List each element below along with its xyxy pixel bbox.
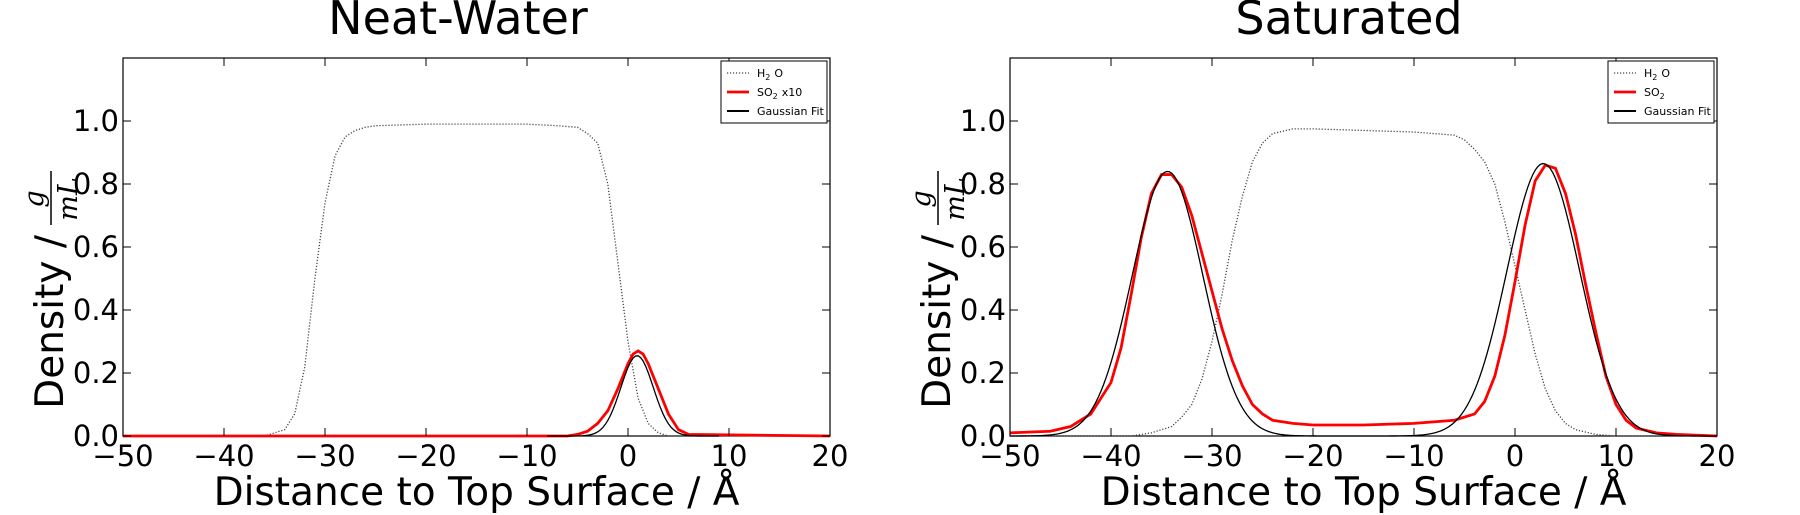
chart-panel-saturated: Saturated −50 −40 −30 −20 −10 0 10 20 0.0 0.2 0.4 0.… xyxy=(906,0,1735,515)
x-tick-label: −10 xyxy=(1383,439,1444,473)
y-axis-label: Density / xyxy=(915,234,960,409)
legend-label: SO2 xyxy=(1644,86,1665,101)
x-tick-label: 10 xyxy=(711,439,748,473)
y-tick-label: 0.2 xyxy=(960,356,1006,390)
legend-label-subscript: 2 xyxy=(1652,73,1657,82)
y-tick-label: 1.0 xyxy=(960,104,1006,138)
x-axis-label: Distance to Top Surface / Å xyxy=(1101,468,1627,515)
y-axis-label-group: Density / g mL xyxy=(906,171,971,409)
legend-label: H2 O xyxy=(1644,67,1670,82)
x-tick-label: −40 xyxy=(1080,439,1141,473)
y-unit-denominator: mL xyxy=(53,177,84,221)
x-tick-label: 10 xyxy=(1598,439,1635,473)
y-axis-label: Density / xyxy=(28,234,73,409)
x-tick-label: −30 xyxy=(294,439,355,473)
series-line-h2o xyxy=(1010,128,1717,437)
x-tick-label: −20 xyxy=(1282,439,1343,473)
legend-label-main: H xyxy=(1644,67,1652,80)
legend-label: SO2 x10 xyxy=(757,86,802,101)
series-line-so2 xyxy=(1009,163,1718,438)
x-tick-label: 20 xyxy=(1699,439,1736,473)
legend-label: Gaussian Fit xyxy=(757,105,825,118)
legend-label-subscript: 2 xyxy=(773,92,778,101)
x-tick-label: 0 xyxy=(1506,439,1524,473)
x-tick-label: 20 xyxy=(812,439,849,473)
x-axis-label: Distance to Top Surface / Å xyxy=(214,468,740,515)
y-tick-label: 0.0 xyxy=(960,419,1006,453)
y-tick-label: 1.0 xyxy=(73,104,119,138)
y-tick-label: 0.6 xyxy=(73,230,119,264)
chart-title: Saturated xyxy=(1235,0,1462,45)
chart-title: Neat-Water xyxy=(328,0,588,45)
x-tick-label: −50 xyxy=(92,439,153,473)
y-tick-label: 0.4 xyxy=(960,293,1006,327)
x-tick-label: 0 xyxy=(619,439,637,473)
y-tick-label: 0.2 xyxy=(73,356,119,390)
legend-label-tail: O xyxy=(1661,67,1670,80)
legend-label-tail: x10 xyxy=(782,86,803,99)
legend-label: H2 O xyxy=(757,67,783,82)
y-tick-label: 0.8 xyxy=(73,167,119,201)
legend-label-main: Gaussian Fit xyxy=(1644,105,1712,118)
y-tick-label: 0.8 xyxy=(960,167,1006,201)
y-tick-label: 0.4 xyxy=(73,293,119,327)
x-tick-label: −30 xyxy=(1181,439,1242,473)
legend-label-main: SO xyxy=(757,86,773,99)
series-line-so2 xyxy=(123,349,831,438)
x-tick-label: −20 xyxy=(395,439,456,473)
legend-label: Gaussian Fit xyxy=(1644,105,1712,118)
y-tick-label: 0.6 xyxy=(960,230,1006,264)
x-tick-label: −10 xyxy=(496,439,557,473)
y-unit-denominator: mL xyxy=(940,177,971,221)
legend-label-main: H xyxy=(757,67,765,80)
chart-panel-neat-water: Neat-Water −50 −40 −30 −20 −10 0 10 20 0.0 0.2 0.4 0… xyxy=(19,0,848,515)
x-tick-label: −50 xyxy=(979,439,1040,473)
x-tick-label: −40 xyxy=(193,439,254,473)
series-line-h2o xyxy=(123,123,830,437)
legend-label-subscript: 2 xyxy=(1660,92,1665,101)
legend-label-main: Gaussian Fit xyxy=(757,105,825,118)
legend-label-subscript: 2 xyxy=(765,73,770,82)
series-line-gaussian-fit xyxy=(547,355,719,437)
y-tick-label: 0.0 xyxy=(73,419,119,453)
y-axis-label-group: Density / g mL xyxy=(19,171,84,409)
legend-label-main: SO xyxy=(1644,86,1660,99)
y-unit-numerator: g xyxy=(19,190,50,207)
series-line-gaussian-fit xyxy=(1009,162,1717,437)
legend-label-tail: O xyxy=(774,67,783,80)
y-unit-numerator: g xyxy=(906,190,937,207)
